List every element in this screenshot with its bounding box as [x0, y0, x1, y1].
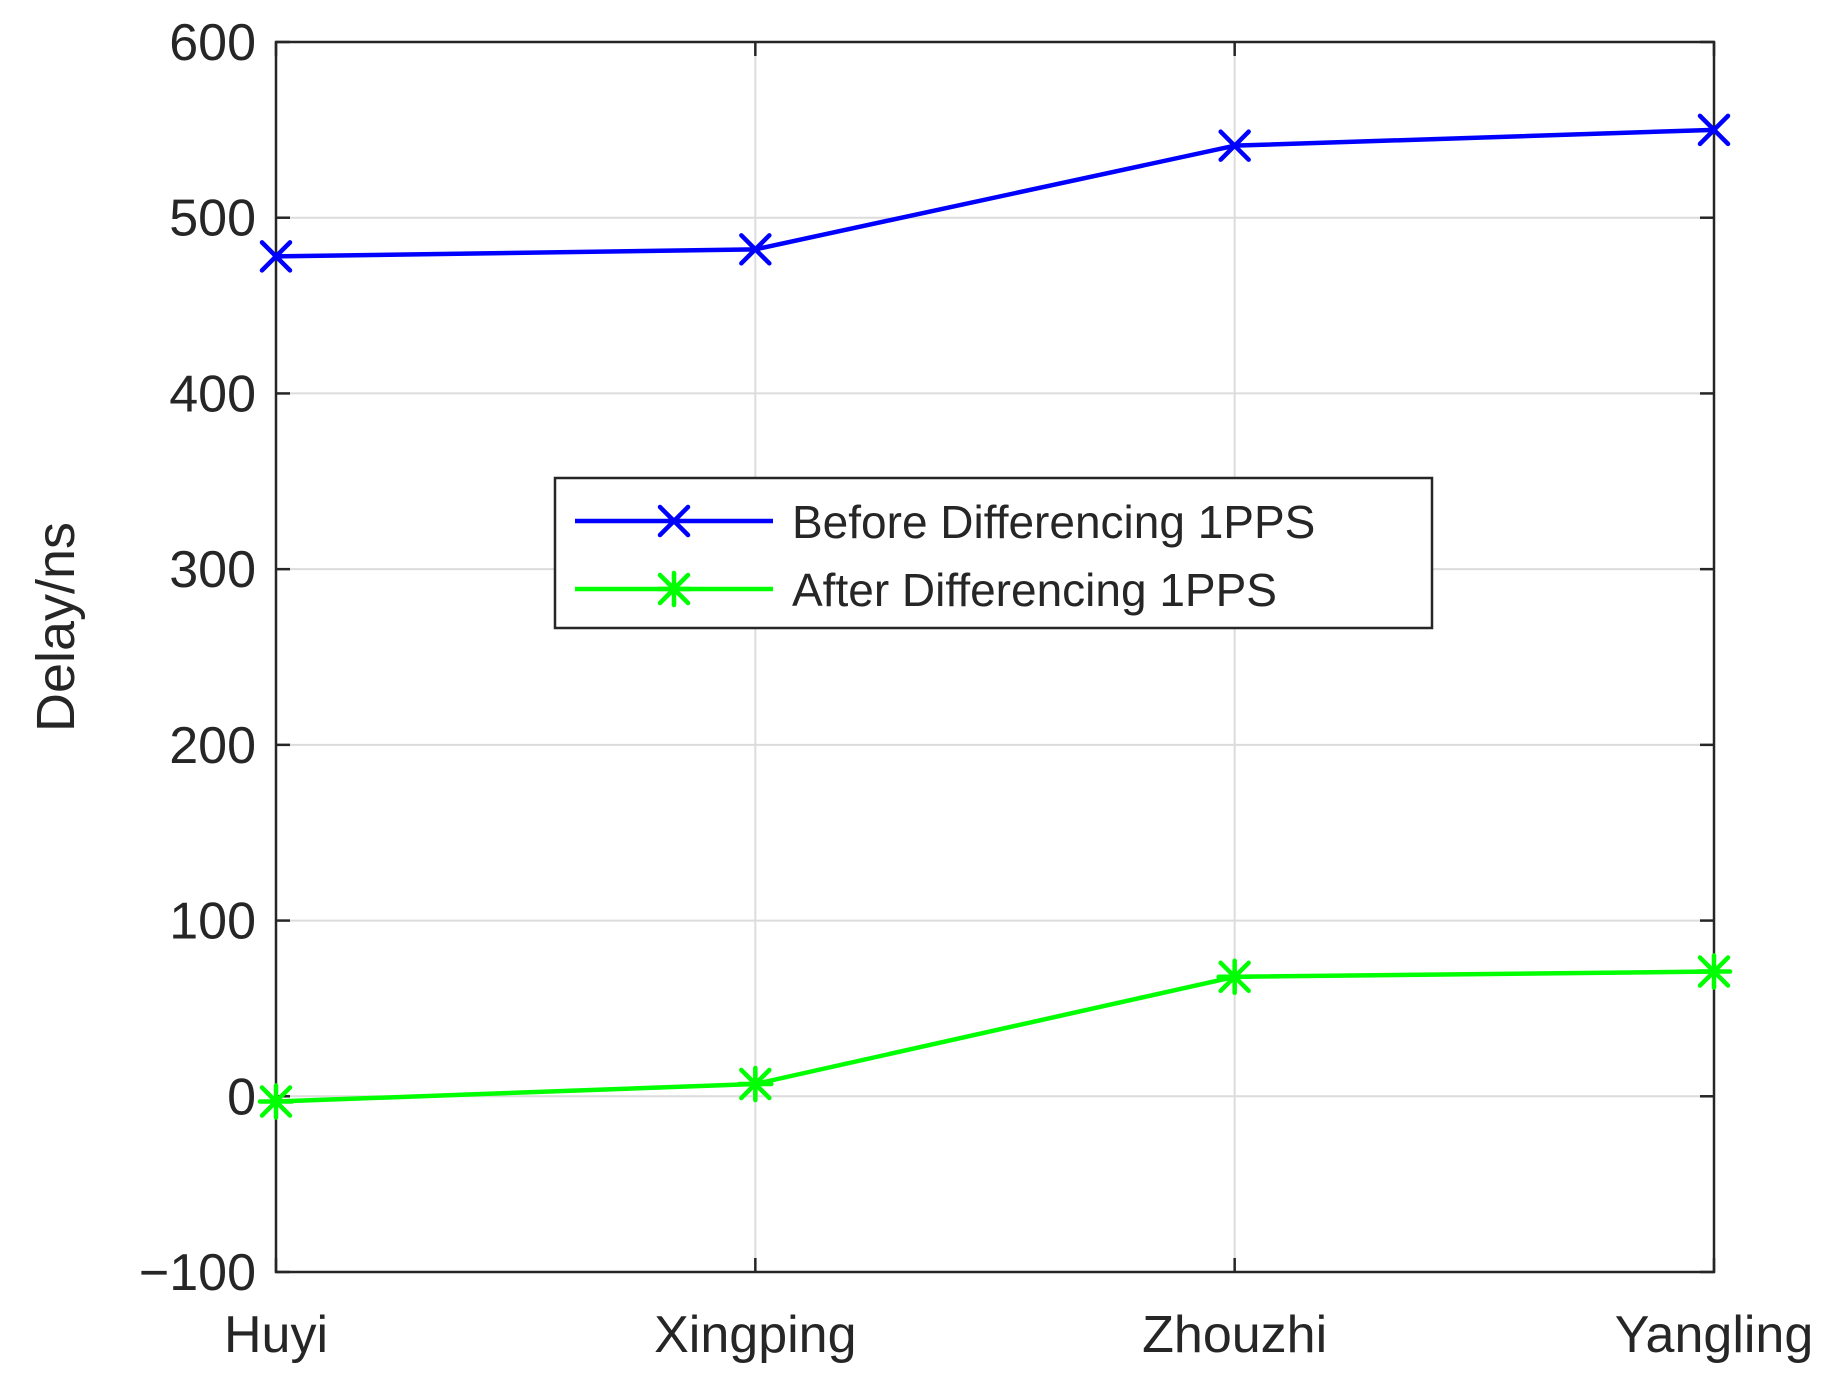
- x-tick-label: Xingping: [654, 1306, 856, 1364]
- grid-lines: [275, 41, 1715, 1273]
- legend-marker: [657, 504, 691, 538]
- legend-label: After Differencing 1PPS: [792, 564, 1277, 616]
- y-axis-label: Delay/ns: [26, 522, 86, 732]
- y-tick-label: 300: [169, 541, 256, 599]
- x-tick-labels: Huyi Xingping Zhouzhi Yangling: [224, 1306, 1813, 1364]
- data-point: [739, 233, 772, 266]
- series-2: [257, 953, 1733, 1120]
- data-point: [1695, 953, 1733, 990]
- y-tick-label: 500: [169, 190, 256, 248]
- legend-item: After Differencing 1PPS: [575, 564, 1277, 616]
- legend-label: Before Differencing 1PPS: [792, 496, 1315, 548]
- series-1: [259, 113, 1731, 273]
- data-point: [1218, 129, 1251, 162]
- x-tick-label: Huyi: [224, 1306, 328, 1364]
- x-tick-label: Zhouzhi: [1142, 1306, 1327, 1364]
- x-tick-label: Yangling: [1615, 1306, 1814, 1364]
- series-line: [275, 969, 1715, 1104]
- y-tick-labels: −100 0 100 200 300 400 500 600: [139, 14, 256, 1302]
- legend-box: [553, 476, 1434, 630]
- legend-marker: [655, 570, 693, 608]
- y-tick-label: 600: [169, 14, 256, 72]
- series-line: [275, 127, 1715, 259]
- axis-ticks: [274, 40, 1716, 1274]
- data-point: [1697, 113, 1731, 147]
- data-point: [737, 1065, 774, 1103]
- legend: Before Differencing 1PPS After Differenci…: [553, 476, 1434, 630]
- legend-item: Before Differencing 1PPS: [575, 496, 1315, 548]
- y-tick-label: 200: [169, 717, 256, 775]
- plot-area: [274, 40, 1716, 1274]
- y-tick-label: 400: [169, 365, 256, 423]
- y-tick-label: 100: [169, 893, 256, 951]
- y-tick-label: 0: [227, 1068, 256, 1126]
- data-point: [257, 1083, 295, 1120]
- data-point: [259, 240, 293, 273]
- y-tick-label: −100: [139, 1244, 256, 1302]
- data-point: [1216, 958, 1253, 996]
- series-layer: [257, 113, 1733, 1120]
